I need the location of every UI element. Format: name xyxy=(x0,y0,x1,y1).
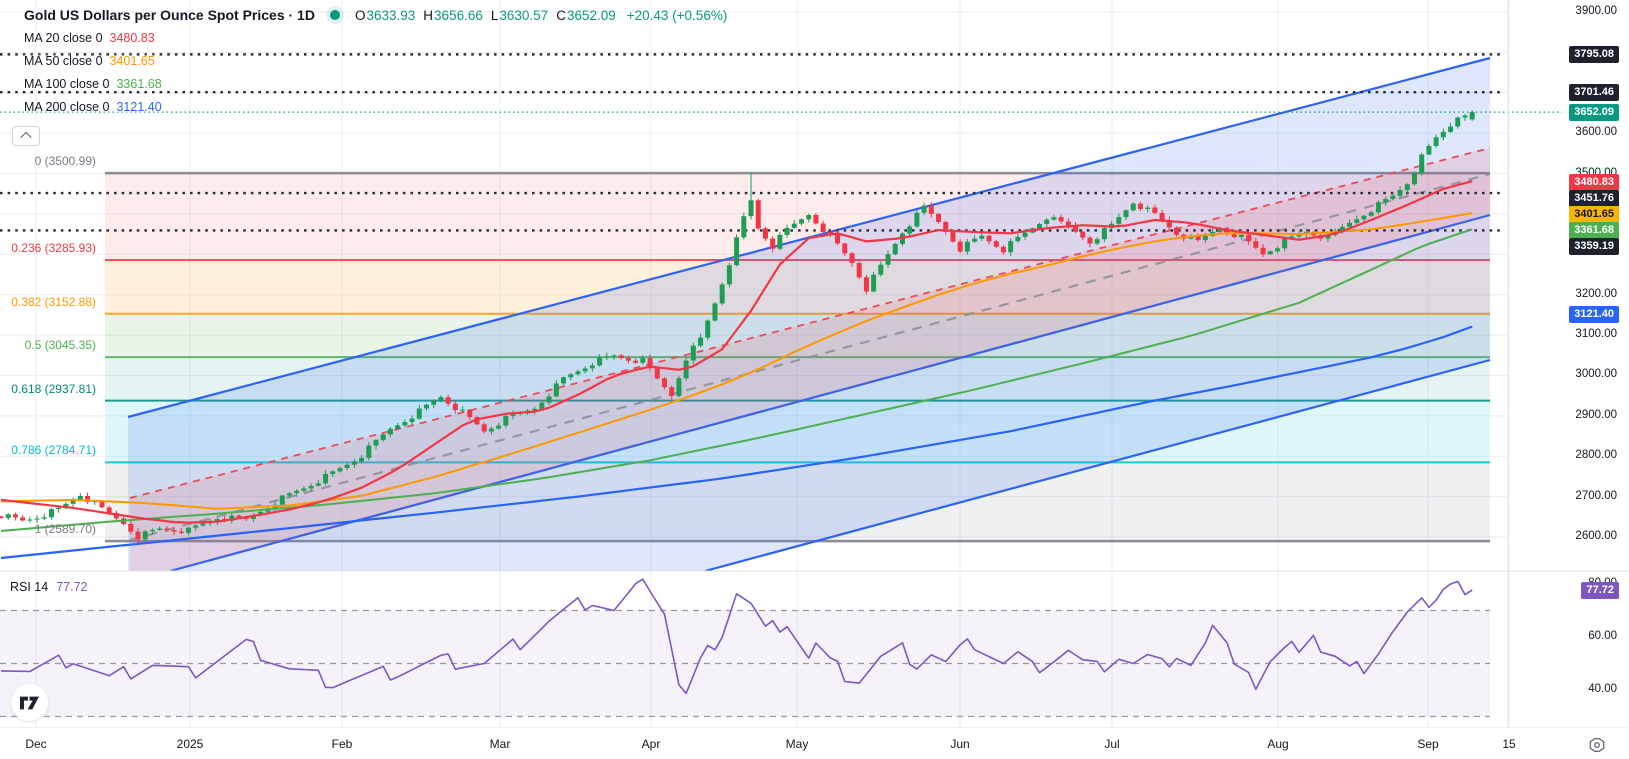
price-axis-label: 3100.00 xyxy=(1575,328,1617,341)
price-scale-settings-gear-icon[interactable] xyxy=(1586,734,1608,756)
ohlc-letter: L xyxy=(490,7,499,23)
ma-20-label: MA 20 close 0 xyxy=(24,30,103,45)
rsi-line xyxy=(0,578,1473,695)
change-value: +20.43 (+0.56%) xyxy=(626,7,728,23)
fib-level-label: 0.236 (3285.93) xyxy=(11,240,96,255)
gear-icon xyxy=(1589,738,1605,752)
time-axis-label: Dec xyxy=(25,737,47,751)
price-axis-badge: 3361.68 xyxy=(1569,221,1619,239)
ohlc-letter: O xyxy=(354,7,366,23)
ma-100-legend-row[interactable]: MA 100 close 0 3361.68 xyxy=(24,72,727,95)
fib-level-label: 1 (2589.70) xyxy=(34,522,96,537)
fib-level-label: 0.5 (3045.35) xyxy=(24,338,96,353)
market-status-dot xyxy=(329,10,340,20)
price-axis-label: 3600.00 xyxy=(1575,126,1617,139)
ma-100-label: MA 100 close 0 xyxy=(24,76,110,91)
ma-200-legend-row[interactable]: MA 200 close 0 3121.40 xyxy=(24,95,727,118)
ohlc-letter: H xyxy=(423,7,434,23)
price-axis-label: 2800.00 xyxy=(1575,449,1617,462)
price-axis-label: 3000.00 xyxy=(1575,368,1617,381)
rsi-pane[interactable] xyxy=(0,578,1490,718)
price-axis-label: 2900.00 xyxy=(1575,408,1617,421)
symbol-title-row[interactable]: Gold US Dollars per Ounce Spot Prices · … xyxy=(24,4,727,26)
chevron-up-icon xyxy=(20,131,32,144)
ma-line-ma100 xyxy=(0,228,1473,532)
price-axis-label: 2600.00 xyxy=(1575,530,1617,542)
ma-50-label: MA 50 close 0 xyxy=(24,53,103,68)
time-axis-label: Jun xyxy=(950,737,970,751)
fib-band xyxy=(105,462,1490,542)
rsi-band-fill xyxy=(0,610,1490,717)
ohlc-number: 3633.93 xyxy=(366,7,416,23)
rsi-axis-label: 60.00 xyxy=(1588,630,1617,642)
fib-band xyxy=(105,259,1490,314)
time-axis-label: Mar xyxy=(489,737,511,751)
price-axis-badge: 3701.46 xyxy=(1569,83,1619,101)
fib-level-label: 0.618 (2937.81) xyxy=(11,381,96,396)
time-axis-label: Aug xyxy=(1267,737,1289,751)
blue-channel-mid xyxy=(169,213,1491,571)
ma-50-legend-row[interactable]: MA 50 close 0 3401.65 xyxy=(24,49,727,72)
tradingview-logo[interactable] xyxy=(11,684,48,721)
price-axis-label: 3900.00 xyxy=(1575,5,1617,17)
time-axis-label: 2025 xyxy=(176,737,204,751)
ma-20-value: 3480.83 xyxy=(109,30,155,45)
fib-band xyxy=(105,173,1490,260)
ohlc-values: O3633.93 H3656.66 L3630.57 C3652.09 xyxy=(355,8,616,23)
fib-retracement[interactable] xyxy=(105,171,1490,543)
ma-line-ma50 xyxy=(0,212,1473,510)
price-axis-badge: 3359.19 xyxy=(1569,237,1619,255)
time-axis-label: Sep xyxy=(1417,737,1439,751)
price-axis[interactable]: 3900.00 3600.00 3500.00 3200.00 3100.00 3000.… xyxy=(1508,0,1629,759)
price-axis-badge: 3480.83 xyxy=(1569,173,1619,191)
ma-100-value: 3361.68 xyxy=(116,76,162,91)
fib-level-label: 0 (3500.99) xyxy=(34,154,96,169)
symbol-legend: Gold US Dollars per Ounce Spot Prices · … xyxy=(12,4,727,146)
ma-20-legend-row[interactable]: MA 20 close 0 3480.83 xyxy=(24,26,727,49)
ma-line-ma200 xyxy=(0,325,1473,560)
price-axis-label: 3200.00 xyxy=(1575,287,1617,300)
fib-level-label: 0.382 (3152.88) xyxy=(11,294,96,309)
time-axis[interactable]: Dec 2025 Feb Mar Apr May Jun Jul Aug Sep 15 xyxy=(0,728,1629,759)
ohlc-number: 3656.66 xyxy=(434,7,483,23)
rsi-axis-label: 40.00 xyxy=(1588,683,1617,695)
blue-channel-fill xyxy=(128,58,1490,571)
rsi-label: RSI 14 xyxy=(10,580,49,594)
symbol-title: Gold US Dollars per Ounce Spot Prices · … xyxy=(24,7,315,23)
time-axis-label: Apr xyxy=(641,737,661,751)
ma-50-value: 3401.65 xyxy=(109,53,155,68)
ma-200-label: MA 200 close 0 xyxy=(24,99,110,114)
candlestick-series[interactable] xyxy=(0,110,1475,544)
price-axis-badge: 3401.65 xyxy=(1569,205,1619,223)
price-axis-badge: 3795.08 xyxy=(1569,45,1619,63)
ma-line-ma20 xyxy=(0,180,1473,524)
time-axis-label: Jul xyxy=(1104,737,1120,751)
ohlc-number: 3652.09 xyxy=(566,7,616,23)
rsi-value-badge: 77.72 xyxy=(1581,581,1619,599)
price-axis-badge: 3121.40 xyxy=(1569,305,1619,323)
ohlc-letter: C xyxy=(556,7,566,23)
price-axis-badge: 3652.09 xyxy=(1569,103,1619,121)
fib-band xyxy=(105,357,1490,401)
legend-collapse-button[interactable] xyxy=(12,126,40,146)
time-axis-label: 15 xyxy=(1502,737,1516,751)
rsi-legend[interactable]: RSI 14 77.72 xyxy=(10,580,88,594)
fib-band xyxy=(105,400,1490,463)
tradingview-logo-glyph xyxy=(20,696,39,709)
ohlc-number: 3630.57 xyxy=(499,7,549,23)
ma-200-value: 3121.40 xyxy=(116,99,162,114)
moving-averages[interactable] xyxy=(0,180,1473,560)
red-channel-top-dashed xyxy=(129,147,1491,499)
time-axis-label: May xyxy=(785,737,809,751)
blue-channel-bottom xyxy=(704,358,1491,571)
rsi-value: 77.72 xyxy=(56,580,88,594)
price-axis-badge: 3451.76 xyxy=(1569,189,1619,207)
price-axis-label: 2700.00 xyxy=(1575,489,1617,502)
time-axis-label: Feb xyxy=(331,737,353,751)
fib-level-label: 0.786 (2784.71) xyxy=(11,443,96,458)
